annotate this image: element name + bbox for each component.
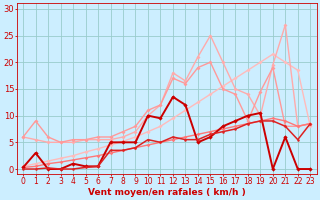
X-axis label: Vent moyen/en rafales ( km/h ): Vent moyen/en rafales ( km/h ): [88, 188, 245, 197]
